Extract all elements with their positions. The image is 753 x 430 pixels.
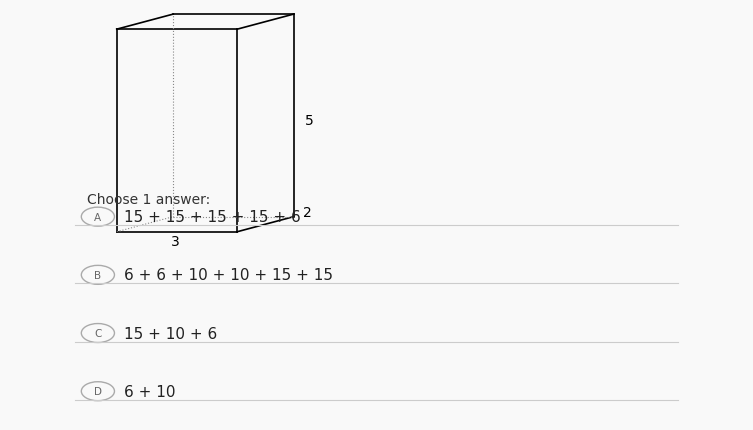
Text: 3: 3 — [171, 234, 180, 248]
Text: C: C — [94, 328, 102, 338]
Text: 5: 5 — [305, 114, 314, 127]
Text: 6 + 10: 6 + 10 — [124, 384, 175, 399]
Text: 2: 2 — [303, 206, 312, 220]
Text: Choose 1 answer:: Choose 1 answer: — [87, 193, 210, 207]
Text: 6 + 6 + 10 + 10 + 15 + 15: 6 + 6 + 10 + 10 + 15 + 15 — [124, 268, 334, 283]
Text: 15 + 15 + 15 + 15 + 6: 15 + 15 + 15 + 15 + 6 — [124, 210, 301, 224]
Text: A: A — [94, 212, 102, 222]
Text: B: B — [94, 270, 102, 280]
Text: D: D — [94, 386, 102, 396]
Text: 15 + 10 + 6: 15 + 10 + 6 — [124, 326, 218, 341]
